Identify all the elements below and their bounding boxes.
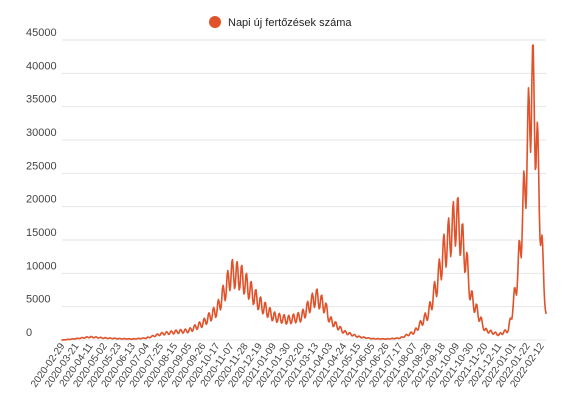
data-point [521, 219, 524, 221]
data-point [310, 302, 312, 305]
data-point [512, 305, 514, 308]
data-point [244, 282, 247, 285]
data-point [61, 339, 63, 341]
data-point [531, 79, 533, 81]
legend: Napi új fertőzések száma [209, 16, 352, 29]
x-axis: 2020-02-292020-03-212020-04-112020-05-02… [29, 341, 547, 390]
data-point [286, 319, 289, 321]
data-point [526, 152, 528, 155]
data-point [103, 337, 106, 339]
data-point [202, 322, 204, 325]
data-point [427, 312, 430, 315]
y-tick-label: 5000 [26, 294, 50, 306]
data-point [188, 329, 190, 332]
legend-label: Napi új fertőzések száma [228, 17, 352, 29]
data-point [357, 335, 359, 338]
data-point [399, 337, 402, 339]
data-point [89, 336, 91, 338]
data-point [343, 331, 345, 333]
data-point [517, 272, 519, 275]
data-point [145, 337, 148, 339]
data-point [540, 239, 543, 241]
y-tick-label: 25000 [26, 160, 57, 172]
data-point [117, 337, 120, 340]
data-point [300, 315, 303, 318]
gridlines [62, 39, 546, 341]
data-point [498, 333, 500, 336]
data-point [413, 331, 416, 333]
y-tick-label: 0 [26, 327, 32, 339]
data-point [272, 315, 275, 318]
data-point [451, 229, 453, 231]
data-point [216, 309, 218, 311]
data-point [225, 285, 228, 288]
series-line [61, 44, 547, 341]
data-point [441, 255, 444, 258]
data-point [507, 329, 510, 331]
y-tick-label: 10000 [26, 260, 57, 272]
data-point [455, 215, 458, 218]
data-point [465, 259, 467, 261]
data-point [159, 333, 162, 335]
y-tick-label: 45000 [26, 27, 57, 39]
data-point [75, 337, 77, 340]
data-point [470, 295, 472, 298]
legend-marker-icon [209, 16, 221, 28]
data-point [258, 302, 261, 305]
data-point [484, 329, 486, 331]
data-point [545, 312, 547, 315]
data-point [324, 305, 326, 308]
y-tick-label: 40000 [26, 60, 57, 72]
data-point [131, 338, 134, 340]
y-tick-label: 15000 [26, 227, 57, 239]
y-tick-label: 20000 [26, 194, 57, 206]
data-point [371, 337, 373, 340]
data-point [174, 331, 176, 333]
data-point [437, 279, 439, 281]
data-point [385, 338, 388, 340]
data-point [535, 139, 538, 141]
data-point [239, 275, 242, 278]
y-tick-label: 30000 [26, 127, 57, 139]
y-tick-label: 35000 [26, 94, 57, 106]
data-point [230, 272, 232, 275]
data-point [329, 319, 331, 321]
series-layer [61, 44, 547, 341]
y-axis: 0 5000 10000 15000 20000 25000 30000 35000 40000… [26, 27, 57, 339]
data-point [314, 295, 317, 298]
